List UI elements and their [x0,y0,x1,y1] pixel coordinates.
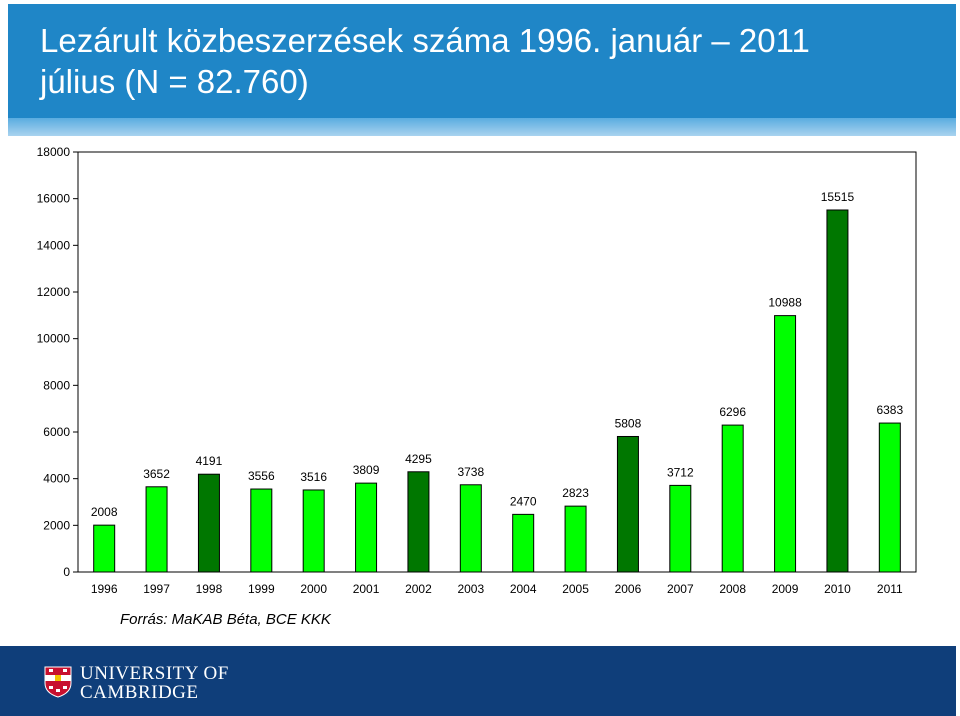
bar [407,471,430,573]
bar [512,513,535,573]
bar [197,473,220,573]
y-tick-label: 0 [63,565,70,579]
slide-title-line-2: július (N = 82.760) [40,63,309,100]
title-banner [8,4,956,118]
y-tick-label: 14000 [37,238,71,252]
data-label: 15515 [821,190,855,204]
footer-bar [0,646,956,716]
bar [302,489,325,573]
y-tick-label: 18000 [37,145,71,159]
y-tick-label: 4000 [43,472,70,486]
x-tick-label: 2003 [457,582,484,596]
data-label: 10988 [768,296,802,310]
x-tick-label: 2001 [353,582,380,596]
x-tick-label: 2011 [877,582,903,596]
y-tick-label: 8000 [43,378,70,392]
x-tick-label: 2008 [719,582,746,596]
x-tick-label: 2004 [510,582,537,596]
x-tick-label: 2005 [562,582,589,596]
bar [459,484,482,573]
data-label: 2008 [91,505,118,519]
data-label: 2470 [510,494,537,508]
bar [355,482,378,573]
logo-line-1: UNIVERSITY OF [80,663,229,684]
bar [616,435,639,573]
bar [250,488,273,573]
y-tick-label: 16000 [37,192,71,206]
data-label: 2823 [562,486,589,500]
title-banner-accent [8,118,956,136]
y-tick-label: 6000 [43,425,70,439]
source-note: Forrás: MaKAB Béta, BCE KKK [120,611,331,628]
data-label: 5808 [615,416,642,430]
data-label: 4191 [196,454,223,468]
x-tick-label: 1997 [143,582,170,596]
y-tick-label: 2000 [43,518,70,532]
x-tick-label: 1996 [91,582,118,596]
bar [721,424,744,573]
data-label: 3809 [353,463,380,477]
y-tick-label: 10000 [37,332,71,346]
data-label: 3516 [300,470,327,484]
x-tick-label: 1999 [248,582,275,596]
y-tick-label: 12000 [37,285,71,299]
data-label: 3556 [248,469,275,483]
x-tick-label: 2000 [300,582,327,596]
data-label: 6296 [719,405,746,419]
bar-chart: 0 2000 4000 6000 8000 10000 12000 14000 16000 180… [37,145,917,596]
plot-area [77,151,917,573]
cambridge-crest-icon [44,666,72,698]
university-logo-text: UNIVERSITY OF CAMBRIDGE [80,664,229,702]
x-tick-label: 1998 [196,582,223,596]
x-tick-label: 2010 [824,582,851,596]
bar [878,422,901,573]
bar [93,524,116,573]
slide-title-line-1: Lezárult közbeszerzések száma 1996. janu… [40,22,810,59]
data-label: 3738 [457,465,484,479]
x-tick-label: 2009 [772,582,799,596]
x-tick-label: 2006 [615,582,642,596]
data-label: 3712 [667,465,694,479]
bar [145,486,168,573]
slide-title: Lezárult közbeszerzések száma 1996. janu… [40,20,920,102]
x-tick-label: 2007 [667,582,694,596]
data-label: 4295 [405,452,432,466]
bar [564,505,587,573]
bar [826,209,849,573]
bar [669,484,692,573]
data-label: 3652 [143,467,170,481]
x-tick-label: 2002 [405,582,432,596]
data-label: 6383 [876,403,903,417]
logo-line-2: CAMBRIDGE [80,682,199,703]
bar [774,315,797,573]
